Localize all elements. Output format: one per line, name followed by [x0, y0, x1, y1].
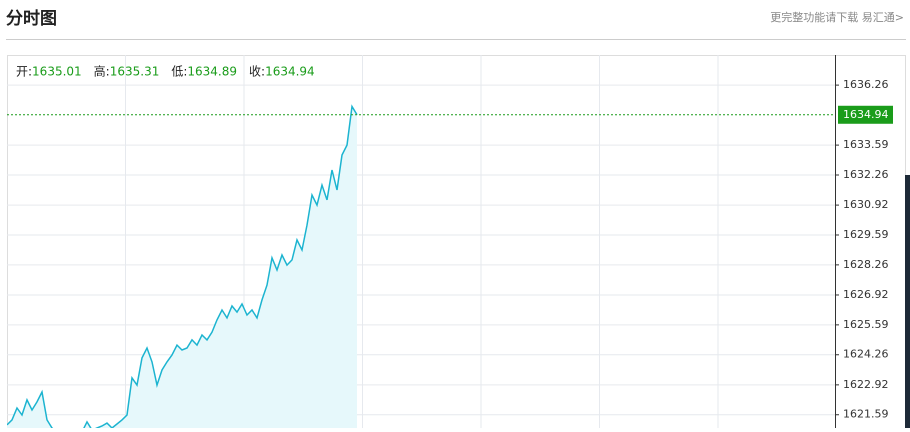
price-area	[7, 106, 357, 428]
y-tick-label: 1622.92	[843, 378, 889, 391]
ohlc-value: 1634.94	[265, 65, 315, 79]
ohlc-value: 1635.31	[110, 65, 160, 79]
download-link[interactable]: 更完整功能请下载 易汇通>	[770, 10, 904, 24]
y-tick-label: 1621.59	[843, 408, 889, 421]
y-tick-label: 1632.26	[843, 168, 889, 181]
y-tick-label: 1630.92	[843, 198, 889, 211]
ohlc-label: 开:	[16, 65, 32, 79]
y-tick-label: 1626.92	[843, 288, 889, 301]
ohlc-value: 1635.01	[32, 65, 82, 79]
last-price-box	[838, 105, 893, 124]
ohlc-value: 1634.89	[187, 65, 237, 79]
last-price-label: 1634.94	[843, 108, 889, 121]
ohlc-label: 收:	[249, 65, 265, 79]
y-tick-label: 1628.26	[843, 258, 889, 271]
price-line	[7, 104, 358, 428]
y-tick-label: 1625.59	[843, 318, 889, 331]
plot-area	[7, 104, 358, 428]
side-bar	[905, 175, 910, 428]
y-tick-label: 1636.26	[843, 78, 889, 91]
ohlc-label: 低:	[171, 65, 187, 79]
ohlc-label: 高:	[94, 64, 110, 79]
y-tick-label: 1624.26	[843, 348, 889, 361]
title: 分时图	[6, 9, 57, 29]
y-tick-label: 1629.59	[843, 228, 889, 241]
y-tick-label: 1633.59	[843, 138, 889, 151]
